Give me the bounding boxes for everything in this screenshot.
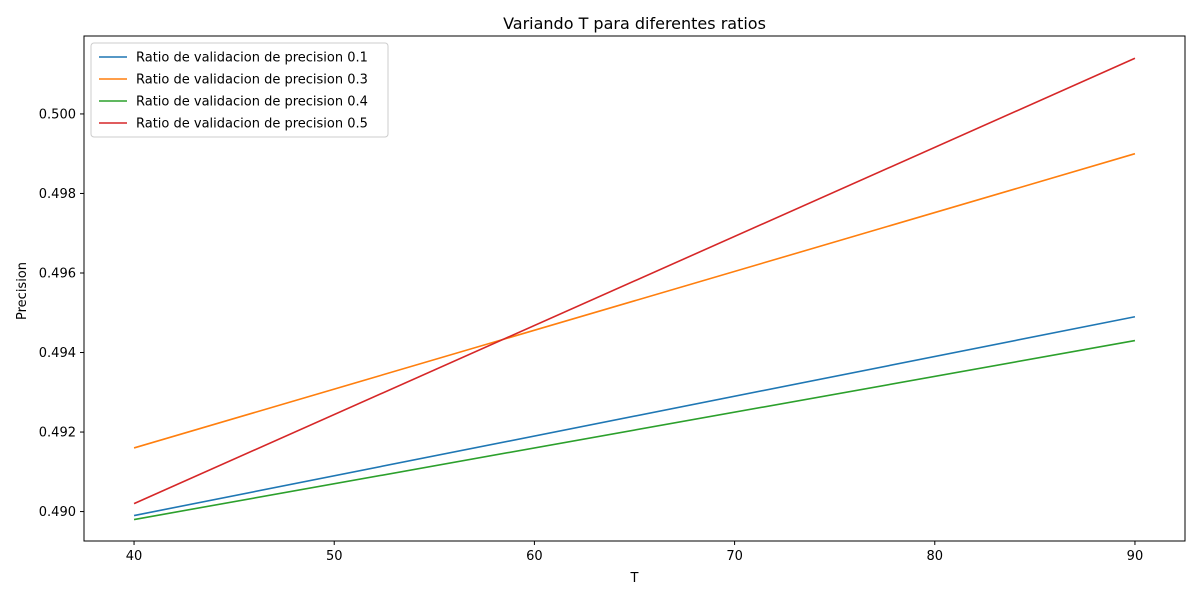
series-line-2 xyxy=(133,152,1136,449)
x-tick-label: 40 xyxy=(126,549,143,564)
x-tick-label: 60 xyxy=(526,549,543,564)
series-line-4 xyxy=(133,57,1136,505)
x-tick-label: 90 xyxy=(1127,549,1144,564)
chart-title: Variando T para diferentes ratios xyxy=(503,14,766,33)
x-tick-label: 50 xyxy=(326,549,343,564)
legend-label-3: Ratio de validacion de precision 0.4 xyxy=(136,95,368,110)
y-tick-label: 0.496 xyxy=(39,266,76,281)
series-lines xyxy=(133,57,1136,521)
legend-label-1: Ratio de validacion de precision 0.1 xyxy=(136,51,368,66)
x-tick-label: 80 xyxy=(926,549,943,564)
x-tick-label: 70 xyxy=(726,549,743,564)
axes-frame xyxy=(83,35,1186,542)
legend-label-4: Ratio de validacion de precision 0.5 xyxy=(136,117,368,132)
y-tick-label: 0.500 xyxy=(39,107,76,122)
axes: 40 50 60 70 80 90 0.490 0.492 0.494 0.496 0.498 0.5… xyxy=(39,35,1186,564)
x-axis-label: T xyxy=(630,571,639,586)
legend: Ratio de validacion de precision 0.1 Rati… xyxy=(90,42,389,138)
series-line-1 xyxy=(133,315,1136,517)
y-tick-label: 0.498 xyxy=(39,187,76,202)
legend-box xyxy=(90,42,389,138)
series-line-3 xyxy=(133,339,1136,521)
y-tick-label: 0.494 xyxy=(39,346,76,361)
legend-label-2: Ratio de validacion de precision 0.3 xyxy=(136,73,368,88)
y-axis-label: Precision xyxy=(15,262,30,320)
y-tick-label: 0.492 xyxy=(39,426,76,441)
y-tick-label: 0.490 xyxy=(39,505,76,520)
